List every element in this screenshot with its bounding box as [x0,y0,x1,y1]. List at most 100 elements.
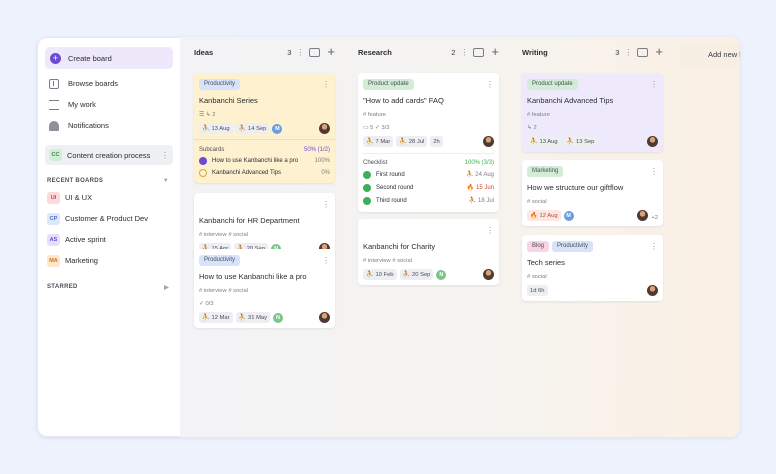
kanban-card[interactable]: Productivity ⋮ Kanbanchi Series ☰ ↳ 2 ⛹ 13 Au… [194,73,335,183]
checklist-progress: 100% (3/3) [464,160,494,166]
subcard-pct: 100% [314,158,330,164]
run-icon: ⛹ [366,139,374,145]
card-tags: Productivity ⋮ [199,78,330,91]
nav-notifications[interactable]: Notifications [45,115,173,136]
card-meta: # interview # social [363,257,412,264]
checklist-item[interactable]: Second round 🔥 15 Jun [363,181,494,194]
kanban-card[interactable]: Product update ⋮ "How to add cards" FAQ # f… [358,73,499,212]
calendar-icon[interactable] [473,47,485,57]
column-title: Ideas [194,47,214,57]
date-text: 13 Aug [211,125,230,132]
plus-icon: + [50,52,61,64]
date-text: 20 Sep [247,246,265,252]
checklist-item-label: First round [376,171,405,178]
board-label: UI & UX [65,193,93,202]
kanban-card[interactable]: Blog Productivity ⋮ Tech series # social 1d 6… [522,235,663,301]
card-tags: ⋮ [363,224,494,237]
avatar: N [273,312,284,323]
more-icon[interactable]: ⋮ [624,47,633,57]
run-icon: ⛹ [530,139,538,145]
board-badge: CC [49,149,62,161]
board-label: Marketing [65,256,98,265]
card-tags: ⋮ [199,198,330,211]
nav-browse-boards[interactable]: Browse boards [45,73,173,94]
kanban-card[interactable]: ⋮ Kanbanchi for HR Department # interview … [194,193,335,259]
card-meta: # feature [527,111,550,118]
date-pill: ⛹ 10 Feb [363,269,397,280]
create-board-button[interactable]: + Create board [45,47,173,69]
subcard-item[interactable]: Kanbanchi Advanced Tips 0% [199,167,330,179]
kanban-card[interactable]: Marketing ⋮ How we structure our giftflow #… [522,160,663,226]
more-icon[interactable]: ⋮ [296,47,305,57]
more-icon[interactable]: ⋮ [322,80,330,89]
avatar: M [563,210,574,221]
subcard-item[interactable]: How to use Kanbanchi like a pro 100% [199,155,330,167]
calendar-icon[interactable] [637,47,649,57]
recent-board-item[interactable]: MA Marketing [45,250,173,271]
recent-board-item[interactable]: CP Customer & Product Dev [45,208,173,229]
date-pill: ⛹ 13 Sep [563,136,598,147]
run-icon: ⛹ [402,272,411,278]
recent-board-item[interactable]: UI UI & UX [45,187,173,208]
kanban-card[interactable]: Product update ⋮ Kanbanchi Advanced Tips # … [522,73,663,152]
recent-board-item[interactable]: AS Active sprint [45,229,173,250]
add-new-list-button[interactable]: Add new l [680,45,740,67]
date-pill: ⛹ 14 Sep [235,123,270,134]
card-meta: ↳ 2 [527,124,537,131]
board-badge: UI [47,191,60,204]
card-dates: ⛹ 12 Mar ⛹ 31 May N [199,312,330,323]
bell-icon [49,120,59,131]
kanban-card[interactable]: ⋮ Kanbanchi for Charity # interview # soci… [358,219,499,285]
avatar-photo [319,123,330,134]
card-title: Tech series [527,258,565,267]
card-tag: Product update [363,79,414,90]
avatar-photo [319,243,330,254]
more-icon[interactable]: ⋮ [322,256,330,265]
avatar: M [272,123,283,134]
card-tag: Productivity [552,241,594,252]
card-dates: ⛹ 13 Aug ⛹ 14 Sep M [199,123,330,134]
checklist: Checklist 100% (3/3) First round ⛹ 24 Aug Se… [363,153,494,207]
subcards: Subcards 50% (1/2) How to use Kanbanchi li… [194,139,335,183]
more-icon[interactable]: ⋮ [486,80,494,89]
run-icon: ⛹ [238,126,247,132]
card-tag: Marketing [527,166,564,177]
more-icon[interactable]: ⋮ [161,150,169,160]
chevron-right-icon: ▶ [164,284,169,291]
more-icon[interactable]: ⋮ [486,226,494,235]
avatar: N [271,243,282,254]
checklist-item[interactable]: First round ⛹ 24 Aug [363,168,494,181]
add-card-icon[interactable]: + [655,44,663,59]
board-label: Customer & Product Dev [65,214,148,223]
run-icon: ⛹ [202,315,210,321]
date-text: 1d 6h [530,287,545,294]
add-card-icon[interactable]: + [491,44,499,59]
column-title: Research [358,47,392,57]
check-circle-icon [363,183,371,192]
card-tags: Marketing ⋮ [527,165,658,178]
more-icon[interactable]: ⋮ [650,242,658,251]
chevron-down-icon: ▼ [162,178,169,184]
checklist-item[interactable]: Third round ⛹ 18 Jul [363,194,494,207]
board-badge: AS [47,233,60,246]
more-icon[interactable]: ⋮ [650,167,658,176]
recent-boards-header[interactable]: RECENT BOARDS ▼ [45,175,173,187]
avatar: N [436,269,447,280]
board-label: Active sprint [65,235,106,244]
more-icon[interactable]: ⋮ [460,47,469,57]
column-title: Writing [522,47,548,57]
nav-my-work[interactable]: My work [45,94,173,115]
more-icon[interactable]: ⋮ [650,80,658,89]
card-meta: ☰ ↳ 2 [199,111,216,118]
kanban-card[interactable]: Productivity ⋮ How to use Kanbanchi like a… [194,249,335,328]
add-card-icon[interactable]: + [327,44,335,59]
date-pill: 1d 6h [527,285,548,296]
card-tag: Productivity [199,255,241,266]
card-tags: Productivity ⋮ [199,254,330,267]
calendar-icon[interactable] [309,47,321,57]
current-board[interactable]: CC Content creation process ⋮ [45,145,173,165]
nav-label: Notifications [68,121,109,130]
more-icon[interactable]: ⋮ [322,200,330,209]
starred-header[interactable]: STARRED ▶ [45,281,173,293]
recent-boards-list: UI UI & UX CP Customer & Product Dev AS Activ… [45,187,173,271]
